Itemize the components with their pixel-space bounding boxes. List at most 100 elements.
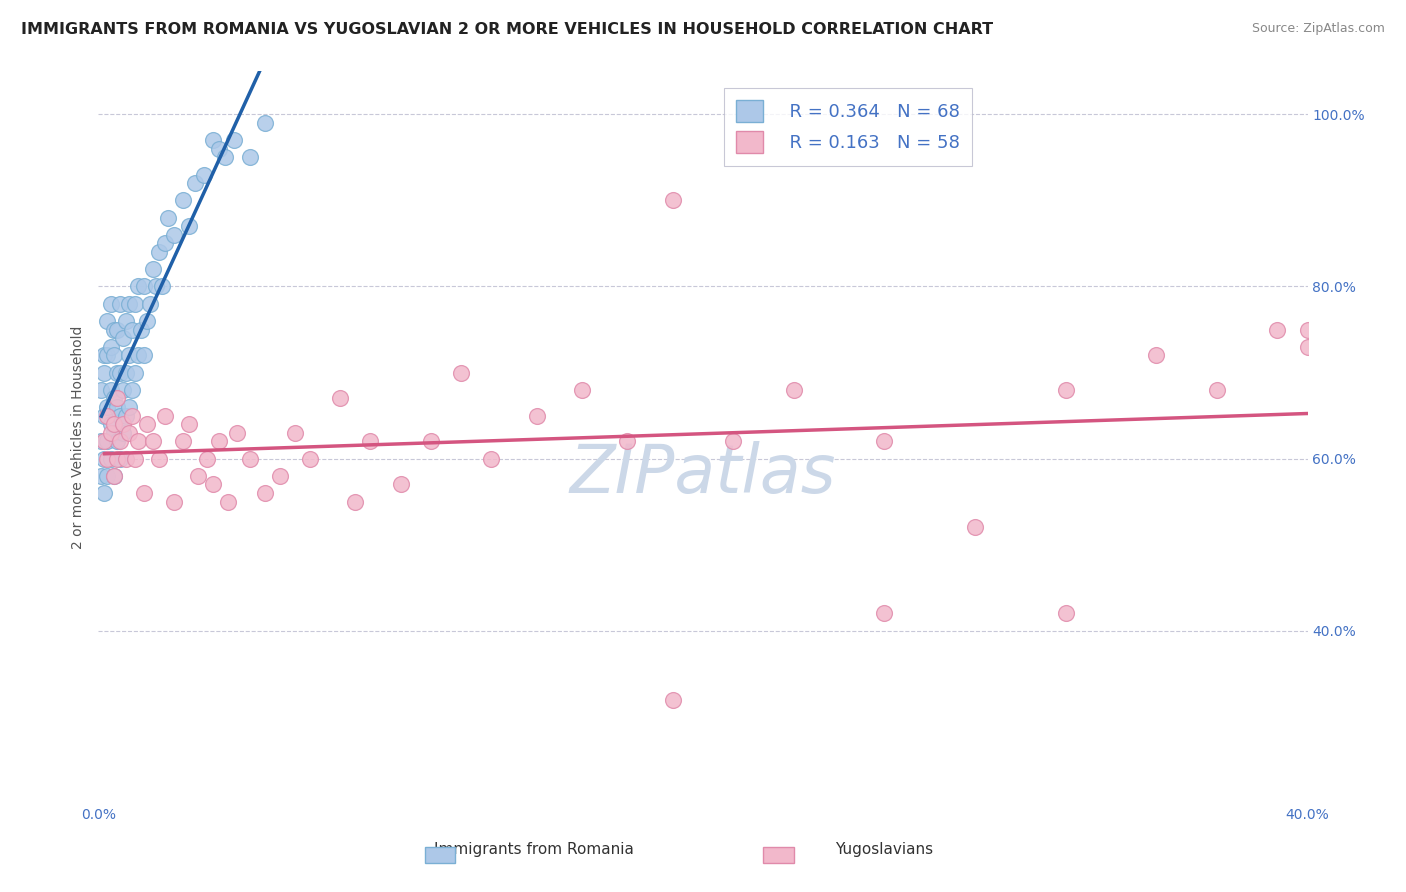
Point (93, 348, 115, 362)
Point (111, 417, 134, 432)
Point (145, 279, 167, 293)
Point (103, 417, 125, 432)
Point (269, 468, 291, 483)
Point (1206, 383, 1229, 397)
Point (224, 133, 246, 147)
Point (132, 279, 155, 293)
Point (127, 279, 149, 293)
Point (723, 434, 745, 449)
Point (105, 392, 128, 406)
Point (202, 477, 225, 491)
Point (193, 168, 215, 182)
Point (114, 314, 136, 328)
Point (661, 692, 683, 706)
Point (111, 425, 134, 440)
Point (105, 322, 128, 336)
Point (103, 468, 125, 483)
Point (118, 425, 141, 440)
Point (1054, 383, 1077, 397)
FancyBboxPatch shape (763, 847, 794, 863)
Point (239, 150, 262, 164)
Point (121, 322, 143, 336)
Point (344, 494, 367, 508)
Point (90, 434, 112, 449)
Point (226, 425, 249, 440)
Point (284, 425, 307, 440)
Point (172, 194, 194, 208)
Point (129, 322, 152, 336)
Point (96, 314, 118, 328)
Point (103, 468, 125, 483)
Point (184, 176, 207, 190)
Point (105, 451, 128, 466)
Point (96, 468, 118, 483)
Point (253, 486, 276, 500)
Point (108, 296, 131, 310)
Point (103, 425, 125, 440)
Point (121, 409, 143, 423)
Point (1296, 340, 1319, 354)
Point (93, 486, 115, 500)
Point (163, 227, 186, 242)
Point (103, 392, 125, 406)
Point (118, 400, 141, 414)
Point (96, 409, 118, 423)
Point (526, 409, 548, 423)
Point (208, 142, 231, 156)
Point (873, 434, 896, 449)
Point (253, 116, 276, 130)
Point (329, 392, 352, 406)
Point (108, 366, 131, 380)
Point (873, 607, 896, 621)
Point (153, 409, 176, 423)
Point (132, 348, 155, 362)
Point (108, 434, 131, 449)
Point (124, 296, 146, 310)
Point (124, 366, 146, 380)
Point (153, 236, 176, 251)
Point (195, 451, 218, 466)
Point (93, 366, 115, 380)
Point (118, 296, 141, 310)
Point (118, 348, 141, 362)
Point (108, 409, 131, 423)
Point (132, 486, 155, 500)
Text: ZIPatlas: ZIPatlas (569, 441, 837, 507)
Point (148, 451, 170, 466)
Point (96, 451, 118, 466)
Point (783, 383, 806, 397)
Point (100, 296, 122, 310)
Point (1144, 348, 1167, 362)
Point (90, 468, 112, 483)
Point (105, 434, 128, 449)
Point (214, 150, 236, 164)
Point (217, 494, 239, 508)
Point (124, 451, 146, 466)
Point (163, 494, 186, 508)
Point (150, 279, 173, 293)
Point (1267, 322, 1289, 336)
Point (93, 434, 115, 449)
Point (202, 133, 225, 147)
Point (179, 219, 201, 234)
Point (100, 383, 122, 397)
Point (139, 296, 162, 310)
Point (105, 400, 128, 414)
Point (156, 211, 179, 225)
Text: Immigrants from Romania: Immigrants from Romania (434, 842, 634, 857)
Point (127, 434, 149, 449)
Point (661, 194, 683, 208)
Point (135, 417, 157, 432)
Point (127, 348, 149, 362)
Point (90, 383, 112, 397)
Point (142, 262, 165, 277)
Y-axis label: 2 or more Vehicles in Household: 2 or more Vehicles in Household (72, 326, 86, 549)
Point (450, 366, 472, 380)
Point (135, 314, 157, 328)
Point (103, 348, 125, 362)
Point (481, 451, 503, 466)
Text: Source: ZipAtlas.com: Source: ZipAtlas.com (1251, 22, 1385, 36)
Point (616, 434, 638, 449)
Text: Yugoslavians: Yugoslavians (835, 842, 934, 857)
Legend:   R = 0.364   N = 68,   R = 0.163   N = 58: R = 0.364 N = 68, R = 0.163 N = 58 (724, 87, 973, 166)
